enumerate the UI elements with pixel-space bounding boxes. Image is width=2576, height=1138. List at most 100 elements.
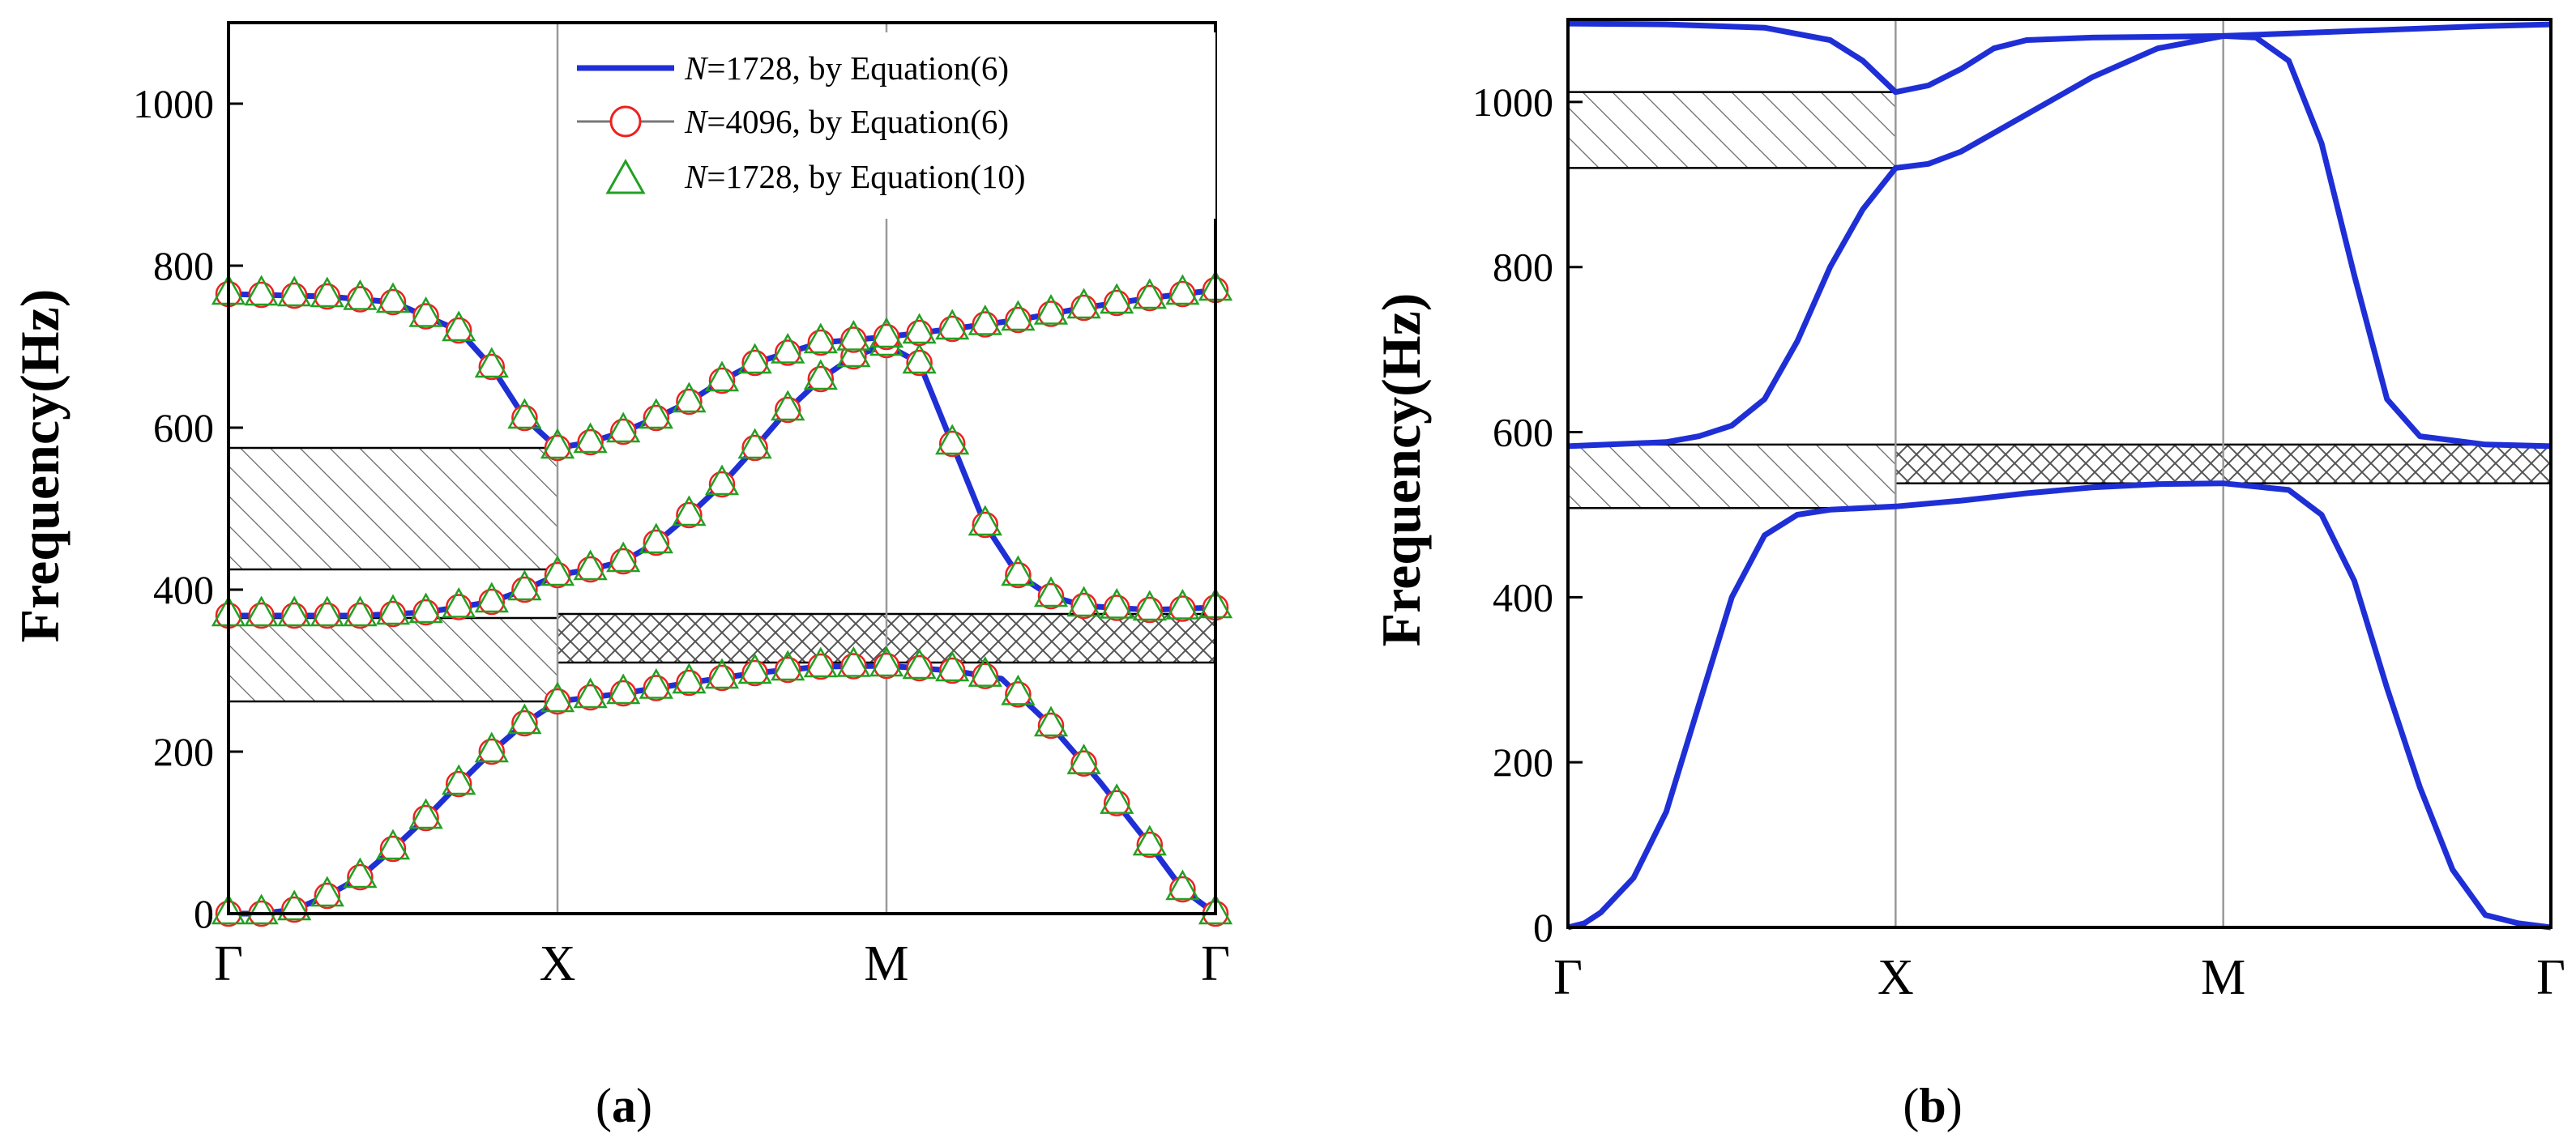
x-tick-label-M: M bbox=[2201, 950, 2245, 1005]
y-tick-label: 400 bbox=[1493, 574, 1553, 620]
legend-triangle-symbol bbox=[605, 158, 646, 194]
legend-label-N: N bbox=[684, 158, 709, 195]
marker-triangle bbox=[968, 304, 1002, 335]
band-gap-2 bbox=[1568, 444, 1896, 509]
marker-triangle bbox=[1100, 783, 1134, 814]
y-tick-label: 0 bbox=[1533, 905, 1553, 950]
marker-circle bbox=[938, 430, 966, 458]
band-gap-1 bbox=[1568, 92, 1896, 168]
marker-triangle bbox=[737, 428, 772, 459]
marker-circle bbox=[1169, 595, 1196, 622]
panel-b: 0 200 400 600 800 1000 Γ X M Γ Frequency(Hz) (b) bbox=[1370, 18, 2565, 1132]
svg-text:N=1728, by Equation(10): N=1728, by Equation(10) bbox=[684, 158, 1026, 195]
marker-triangle bbox=[474, 347, 509, 378]
marker-circle bbox=[643, 404, 670, 432]
marker-circle bbox=[676, 388, 703, 416]
markers-a bbox=[211, 270, 1233, 927]
marker-circle bbox=[807, 365, 835, 393]
marker-circle bbox=[347, 863, 374, 891]
marker-circle bbox=[708, 664, 736, 692]
marker-circle bbox=[544, 434, 571, 462]
marker-triangle bbox=[474, 582, 509, 613]
marker-triangle bbox=[672, 663, 707, 694]
legend-label-text: =1728, by Equation(6) bbox=[707, 49, 1009, 87]
y-tick-label: 400 bbox=[153, 567, 214, 612]
marker-triangle bbox=[507, 569, 542, 601]
y-axis-title-a: Frequency(Hz) bbox=[9, 289, 70, 643]
legend-label-text: =4096, by Equation(6) bbox=[707, 103, 1009, 140]
marker-triangle bbox=[1132, 825, 1167, 856]
marker-circle bbox=[972, 311, 999, 338]
marker-circle bbox=[741, 349, 768, 377]
marker-triangle bbox=[1033, 576, 1069, 607]
marker-triangle bbox=[442, 586, 476, 618]
curve-band-3 bbox=[1567, 20, 2552, 96]
marker-circle bbox=[609, 418, 637, 445]
marker-circle bbox=[314, 882, 341, 910]
marker-circle bbox=[511, 576, 538, 603]
marker-triangle bbox=[277, 275, 312, 307]
y-tick-label: 800 bbox=[153, 243, 214, 288]
y-tick-label: 200 bbox=[153, 729, 214, 774]
marker-circle bbox=[1070, 294, 1097, 322]
marker-triangle bbox=[737, 343, 772, 374]
legend-label-N: N bbox=[684, 103, 709, 140]
marker-circle bbox=[314, 283, 341, 310]
marker-circle bbox=[938, 315, 966, 343]
marker-circle bbox=[1037, 712, 1065, 739]
marker-triangle bbox=[244, 595, 279, 627]
marker-circle bbox=[873, 652, 900, 680]
y-tick-label: 600 bbox=[1493, 410, 1553, 455]
marker-circle bbox=[609, 548, 637, 575]
marker-circle bbox=[774, 396, 801, 424]
marker-circle bbox=[544, 688, 571, 715]
marker-triangle bbox=[704, 658, 740, 689]
marker-triangle bbox=[639, 398, 673, 429]
legend-a: N=1728, by Equation(6) N=4096, by Equati… bbox=[567, 32, 1215, 219]
marker-triangle bbox=[277, 595, 312, 627]
y-tick-label: 1000 bbox=[133, 81, 214, 126]
marker-triangle bbox=[1066, 586, 1101, 617]
marker-triangle bbox=[902, 648, 937, 680]
marker-circle bbox=[972, 511, 999, 539]
marker-triangle bbox=[507, 398, 542, 429]
marker-triangle bbox=[836, 336, 871, 368]
marker-circle bbox=[708, 367, 736, 394]
y-ticks-a: 0 200 400 600 800 1000 bbox=[133, 81, 243, 936]
marker-triangle bbox=[375, 594, 411, 625]
marker-triangle bbox=[343, 857, 378, 889]
marker-triangle bbox=[442, 310, 476, 342]
x-tick-label-M: M bbox=[864, 936, 908, 991]
marker-circle bbox=[511, 710, 538, 737]
marker-triangle bbox=[310, 876, 344, 907]
marker-triangle bbox=[573, 422, 608, 454]
marker-triangle bbox=[606, 673, 641, 705]
marker-triangle bbox=[244, 893, 279, 925]
marker-triangle bbox=[408, 592, 443, 624]
marker-triangle bbox=[1132, 590, 1167, 621]
marker-triangle bbox=[1165, 274, 1200, 305]
marker-triangle bbox=[836, 646, 871, 677]
marker-triangle bbox=[935, 424, 970, 455]
marker-circle bbox=[609, 680, 637, 707]
marker-circle bbox=[1005, 306, 1032, 334]
curve-band-1 bbox=[229, 663, 1218, 917]
marker-circle bbox=[906, 349, 933, 377]
marker-triangle bbox=[737, 653, 772, 684]
y-tick-label: 0 bbox=[194, 891, 214, 936]
marker-circle bbox=[379, 835, 407, 863]
marker-triangle bbox=[1100, 283, 1134, 314]
marker-triangle bbox=[1132, 278, 1167, 309]
marker-triangle bbox=[442, 764, 476, 795]
marker-circle bbox=[1136, 831, 1164, 859]
marker-circle bbox=[840, 653, 867, 680]
panel-caption-letter-a: a bbox=[612, 1079, 636, 1132]
marker-circle bbox=[1037, 300, 1065, 327]
panel-caption-b: (b) bbox=[1903, 1079, 1962, 1132]
marker-circle bbox=[906, 654, 933, 682]
y-tick-label: 800 bbox=[1493, 245, 1553, 290]
marker-circle bbox=[478, 588, 506, 616]
marker-circle bbox=[1070, 750, 1097, 777]
